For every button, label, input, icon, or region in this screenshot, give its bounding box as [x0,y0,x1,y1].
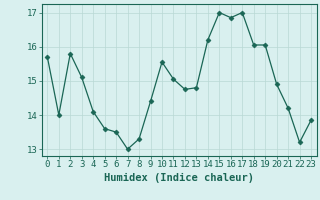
X-axis label: Humidex (Indice chaleur): Humidex (Indice chaleur) [104,173,254,183]
